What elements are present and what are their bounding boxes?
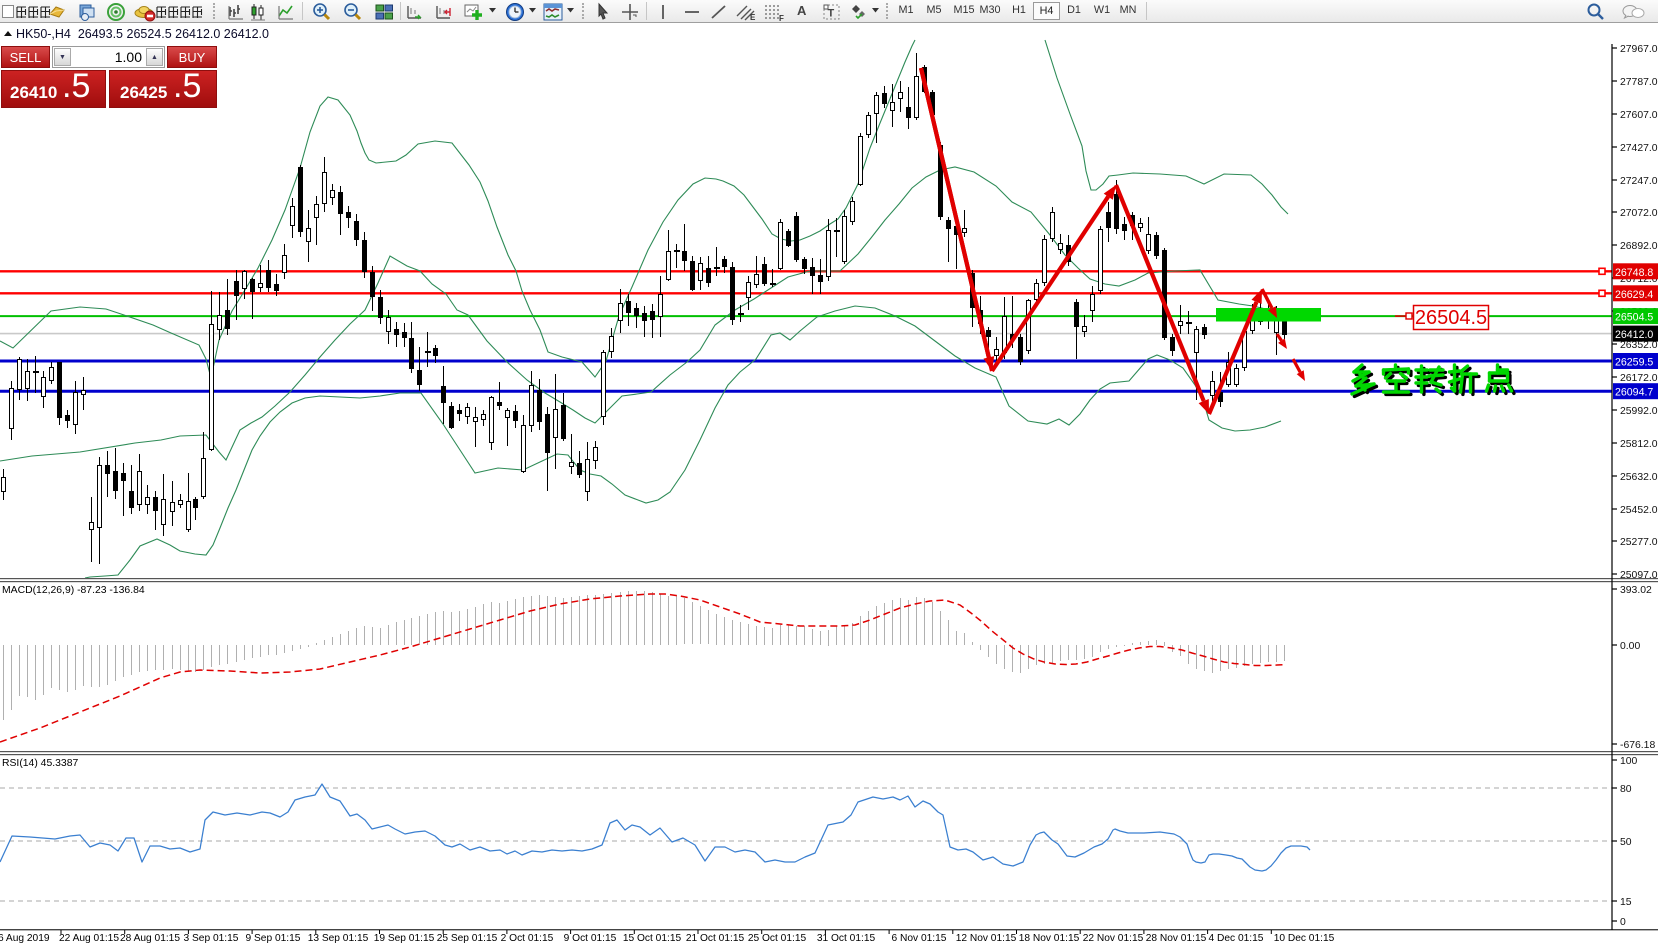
svg-text:27427.0: 27427.0 (1620, 143, 1658, 154)
svg-text:E: E (750, 13, 756, 22)
svg-text:19 Sep 01:15: 19 Sep 01:15 (374, 933, 435, 944)
svg-text:25812.0: 25812.0 (1620, 439, 1658, 450)
svg-text:13 Sep 01:15: 13 Sep 01:15 (308, 933, 369, 944)
svg-text:25277.0: 25277.0 (1620, 537, 1658, 548)
svg-text:15: 15 (1620, 897, 1632, 908)
svg-text:25 Sep 01:15: 25 Sep 01:15 (437, 933, 498, 944)
svg-text:26504.5: 26504.5 (1615, 312, 1653, 324)
svg-text:26712.0: 26712.0 (1620, 274, 1658, 285)
svg-text:26259.5: 26259.5 (1615, 357, 1653, 369)
svg-text:T: T (828, 8, 835, 20)
svg-text:25 Oct 01:15: 25 Oct 01:15 (748, 933, 807, 944)
svg-text:4 Dec 01:15: 4 Dec 01:15 (1209, 933, 1264, 944)
svg-text:RSI(14) 45.3387: RSI(14) 45.3387 (2, 758, 78, 769)
svg-text:0.00: 0.00 (1620, 641, 1640, 652)
svg-text:6 Aug 2019: 6 Aug 2019 (0, 933, 50, 944)
svg-text:25992.0: 25992.0 (1620, 406, 1658, 417)
svg-text:9 Oct 01:15: 9 Oct 01:15 (564, 933, 617, 944)
svg-text:10 Dec 01:15: 10 Dec 01:15 (1274, 933, 1335, 944)
svg-text:3 Sep 01:15: 3 Sep 01:15 (184, 933, 239, 944)
svg-text:-676.18: -676.18 (1620, 740, 1655, 751)
svg-text:MACD(12,26,9) -87.23 -136.84: MACD(12,26,9) -87.23 -136.84 (2, 585, 145, 596)
svg-text:21 Oct 01:15: 21 Oct 01:15 (686, 933, 745, 944)
svg-text:26172.0: 26172.0 (1620, 373, 1658, 384)
svg-text:15 Oct 01:15: 15 Oct 01:15 (623, 933, 682, 944)
svg-text:22 Aug 01:15: 22 Aug 01:15 (59, 933, 119, 944)
svg-text:12 Nov 01:15: 12 Nov 01:15 (956, 933, 1017, 944)
svg-text:9 Sep 01:15: 9 Sep 01:15 (246, 933, 301, 944)
svg-text:25097.0: 25097.0 (1620, 570, 1658, 581)
svg-text:26094.7: 26094.7 (1615, 387, 1653, 399)
svg-text:27072.0: 27072.0 (1620, 208, 1658, 219)
svg-text:25632.0: 25632.0 (1620, 472, 1658, 483)
svg-text:100: 100 (1620, 756, 1638, 767)
svg-text:26352.0: 26352.0 (1620, 340, 1658, 351)
svg-text:18 Nov 01:15: 18 Nov 01:15 (1019, 933, 1080, 944)
svg-text:2 Oct 01:15: 2 Oct 01:15 (501, 933, 554, 944)
svg-text:27607.0: 27607.0 (1620, 110, 1658, 121)
svg-text:27247.0: 27247.0 (1620, 176, 1658, 187)
svg-text:27967.0: 27967.0 (1620, 44, 1658, 55)
svg-text:6 Nov 01:15: 6 Nov 01:15 (892, 933, 947, 944)
svg-text:393.02: 393.02 (1620, 585, 1652, 596)
svg-text:27787.0: 27787.0 (1620, 77, 1658, 88)
svg-text:26504.5: 26504.5 (1415, 307, 1487, 329)
svg-text:25452.0: 25452.0 (1620, 505, 1658, 516)
svg-text:50: 50 (1620, 837, 1632, 848)
svg-text:22 Nov 01:15: 22 Nov 01:15 (1083, 933, 1144, 944)
svg-text:0: 0 (1620, 917, 1626, 928)
svg-text:31 Oct 01:15: 31 Oct 01:15 (817, 933, 876, 944)
svg-text:26629.4: 26629.4 (1615, 289, 1653, 301)
svg-text:28 Nov 01:15: 28 Nov 01:15 (1146, 933, 1207, 944)
svg-text:F: F (779, 14, 784, 22)
svg-text:26892.0: 26892.0 (1620, 241, 1658, 252)
svg-text:28 Aug 01:15: 28 Aug 01:15 (120, 933, 180, 944)
svg-text:26748.8: 26748.8 (1615, 267, 1653, 279)
svg-text:80: 80 (1620, 784, 1632, 795)
svg-text:26412.0: 26412.0 (1615, 329, 1653, 341)
